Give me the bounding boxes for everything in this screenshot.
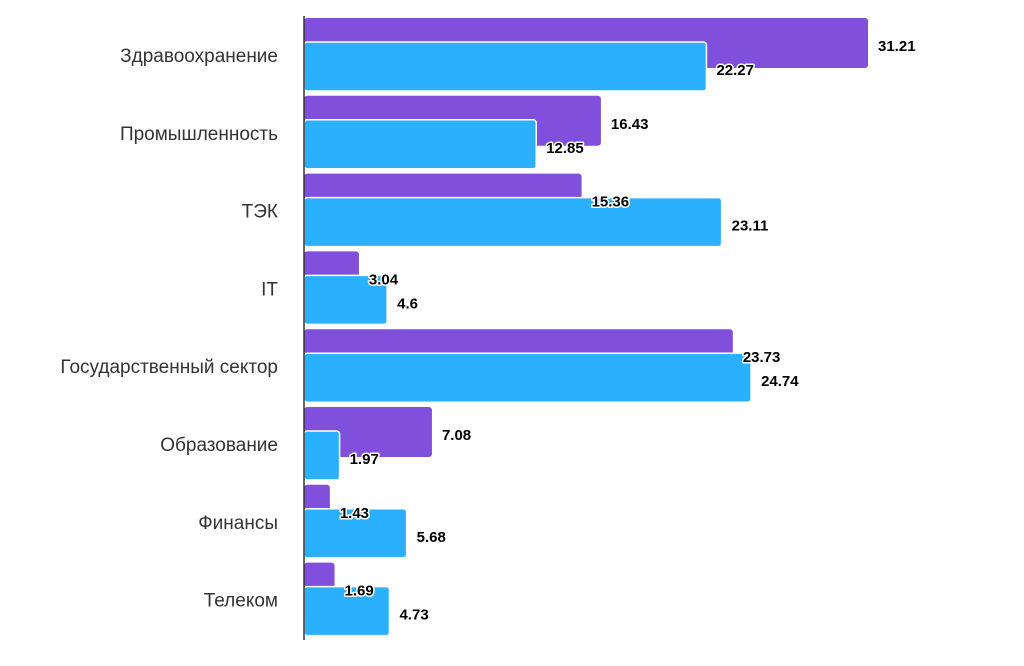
category-label-телеком: Телеком (204, 591, 278, 612)
value-labels: 31.21 22.27 16.43 12.85 15.36 23.11 3.04 4.6 23.… (338, 37, 917, 626)
value-label-здравоохранение-series-1: 31.21 (878, 38, 916, 55)
value-label-финансы-series-1: 1.43 (340, 505, 369, 522)
bar-государственный-сектор-series-2 (303, 352, 752, 403)
value-label-тэк-series-1: 15.36 (592, 194, 630, 211)
value-label-финансы-series-2: 5.68 (417, 529, 446, 546)
bar-промышленность-series-2 (303, 119, 537, 170)
value-label-здравоохранение-series-2: 22.27 (716, 62, 754, 79)
category-label-тэк: ТЭК (242, 202, 278, 223)
category-label-здравоохранение: Здравоохранение (120, 46, 278, 67)
value-label-it-series-2: 4.6 (397, 295, 418, 312)
category-label-промышленность: Промышленность (120, 124, 278, 145)
value-label-телеком-series-2: 4.73 (399, 607, 428, 624)
value-label-промышленность-series-1: 16.43 (611, 116, 649, 133)
category-label-образование: Образование (160, 435, 278, 456)
category-labels: Здравоохранение Промышленность ТЭК IT Госуда… (60, 46, 278, 612)
value-label-образование-series-2: 1.97 (350, 451, 379, 468)
category-label-финансы: Финансы (198, 513, 278, 534)
value-label-образование-series-1: 7.08 (442, 427, 471, 444)
bar-тэк-series-2 (303, 196, 723, 248)
bars-layer (303, 18, 868, 637)
value-label-государственный-сектор-series-1: 23.73 (743, 349, 781, 366)
bar-образование-series-2 (303, 430, 341, 481)
value-label-телеком-series-1: 1.69 (345, 583, 374, 600)
value-label-it-series-1: 3.04 (369, 271, 399, 288)
category-label-государственный-сектор: Государственный сектор (60, 357, 278, 378)
value-label-государственный-сектор-series-2: 24.74 (761, 373, 799, 390)
bar-здравоохранение-series-2 (303, 41, 708, 92)
category-label-it: IT (261, 279, 278, 300)
value-label-промышленность-series-2: 12.85 (546, 140, 584, 157)
value-label-тэк-series-2: 23.11 (732, 218, 769, 235)
